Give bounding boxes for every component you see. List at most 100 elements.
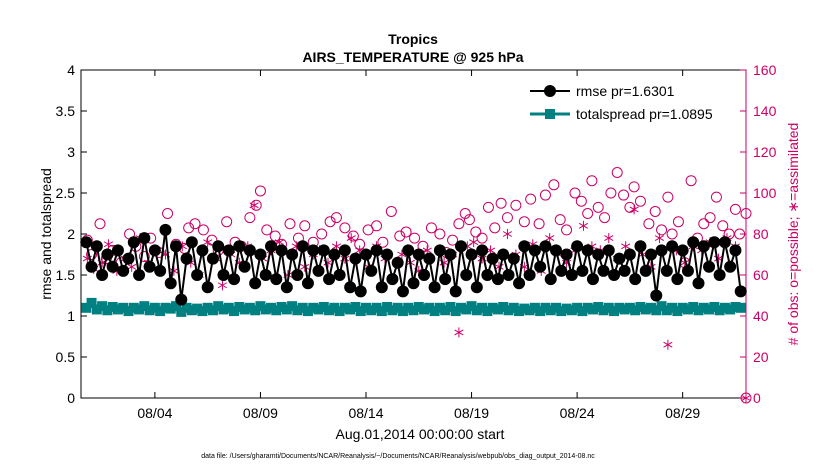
rmse-marker	[534, 260, 547, 273]
obs-possible-marker	[394, 230, 406, 242]
y2-tick-label: 140	[753, 103, 777, 119]
y-tick-label: 4	[67, 62, 75, 78]
obs-possible-marker	[489, 222, 501, 234]
rmse-marker	[175, 293, 188, 306]
totalspread-marker	[250, 305, 261, 316]
totalspread-marker	[128, 302, 139, 313]
totalspread-marker	[271, 305, 282, 316]
rmse-marker	[602, 244, 615, 257]
asterisk-stroke	[103, 241, 114, 248]
totalspread-marker	[582, 302, 593, 313]
obs-possible-marker	[261, 224, 273, 236]
rmse-marker	[697, 240, 710, 253]
rmse-marker	[623, 248, 636, 261]
rmse-marker	[687, 236, 700, 249]
totalspread-marker	[186, 305, 197, 316]
obs-possible-marker	[409, 232, 421, 244]
totalspread-marker	[587, 304, 598, 315]
rmse-marker	[375, 281, 388, 294]
rmse-marker	[571, 240, 584, 253]
totalspread-marker	[730, 301, 741, 312]
rmse-marker	[80, 236, 93, 249]
rmse-marker	[734, 285, 747, 298]
totalspread-marker	[239, 304, 250, 315]
rmse-marker	[243, 244, 256, 257]
totalspread-marker	[456, 302, 466, 313]
totalspread-marker	[450, 306, 461, 317]
obs-possible-marker	[634, 195, 646, 207]
totalspread-marker	[424, 302, 435, 313]
obs-possible-marker	[624, 201, 636, 213]
rmse-marker	[729, 244, 742, 257]
totalspread-marker	[719, 302, 730, 313]
obs-possible-marker	[710, 191, 722, 203]
totalspread-marker	[207, 305, 218, 316]
rmse-marker	[201, 281, 214, 294]
rmse-marker	[618, 264, 631, 277]
obs-possible-marker	[685, 175, 697, 187]
obs-assimilated-marker	[249, 200, 259, 211]
totalspread-marker	[324, 305, 335, 316]
obs-assimilated-marker	[654, 233, 665, 244]
totalspread-marker	[218, 304, 229, 315]
obs-possible-marker	[284, 218, 296, 230]
totalspread-marker	[355, 306, 366, 317]
obs-possible-marker	[548, 179, 560, 191]
rmse-marker	[143, 260, 156, 273]
rmse-marker	[507, 252, 520, 265]
rmse-marker	[159, 223, 172, 236]
rmse-marker	[238, 260, 251, 273]
obs-possible-marker	[533, 218, 545, 230]
rmse-marker	[212, 240, 225, 253]
rmse-marker	[270, 273, 283, 286]
asterisk-stroke	[621, 243, 631, 250]
totalspread-marker	[292, 305, 303, 316]
obs-possible-marker	[244, 212, 256, 224]
totalspread-marker	[619, 304, 630, 315]
totalspread-marker	[413, 301, 424, 312]
rmse-marker	[365, 264, 378, 277]
obs-possible-marker	[495, 197, 507, 209]
y-tick-label: 2.5	[56, 185, 76, 201]
totalspread-marker	[704, 304, 715, 315]
x-axis-label: Aug.01,2014 00:00:00 start	[336, 426, 505, 442]
asterisk-stroke	[578, 222, 589, 229]
rmse-marker	[613, 252, 626, 265]
rmse-marker	[349, 252, 362, 265]
totalspread-marker	[725, 304, 736, 315]
totalspread-marker	[255, 301, 266, 312]
y-tick-label: 2	[67, 226, 75, 242]
rmse-marker	[576, 264, 589, 277]
rmse-marker	[418, 269, 431, 281]
rmse-marker	[312, 264, 325, 277]
obs-assimilated-marker	[217, 280, 228, 291]
obs-possible-marker	[628, 181, 640, 193]
totalspread-marker	[709, 301, 720, 312]
y2-tick-label: 100	[753, 185, 777, 201]
totalspread-marker	[482, 306, 493, 317]
x-tick-label: 08/04	[137, 405, 172, 421]
rmse-marker	[523, 269, 536, 281]
rmse-marker	[460, 269, 473, 281]
rmse-marker	[676, 244, 689, 257]
rmse-marker	[164, 277, 177, 290]
totalspread-marker	[735, 302, 746, 313]
y2-tick-label: 20	[753, 349, 769, 365]
rmse-marker	[275, 244, 288, 257]
totalspread-marker	[112, 304, 123, 315]
obs-possible-marker	[330, 212, 342, 224]
obs-possible-marker	[324, 216, 336, 228]
totalspread-marker	[144, 305, 155, 316]
rmse-marker	[713, 269, 726, 281]
obs-possible-marker	[525, 193, 537, 205]
obs-possible-marker	[740, 208, 752, 219]
y-tick-label: 3	[67, 144, 75, 160]
totalspread-marker	[313, 304, 324, 315]
legend-totalspread-marker	[545, 109, 555, 119]
rmse-marker	[518, 240, 531, 253]
obs-possible-marker	[662, 191, 674, 203]
totalspread-marker	[598, 305, 609, 316]
rmse-marker	[650, 289, 663, 302]
totalspread-marker	[714, 305, 725, 316]
asterisk-stroke	[340, 255, 350, 262]
